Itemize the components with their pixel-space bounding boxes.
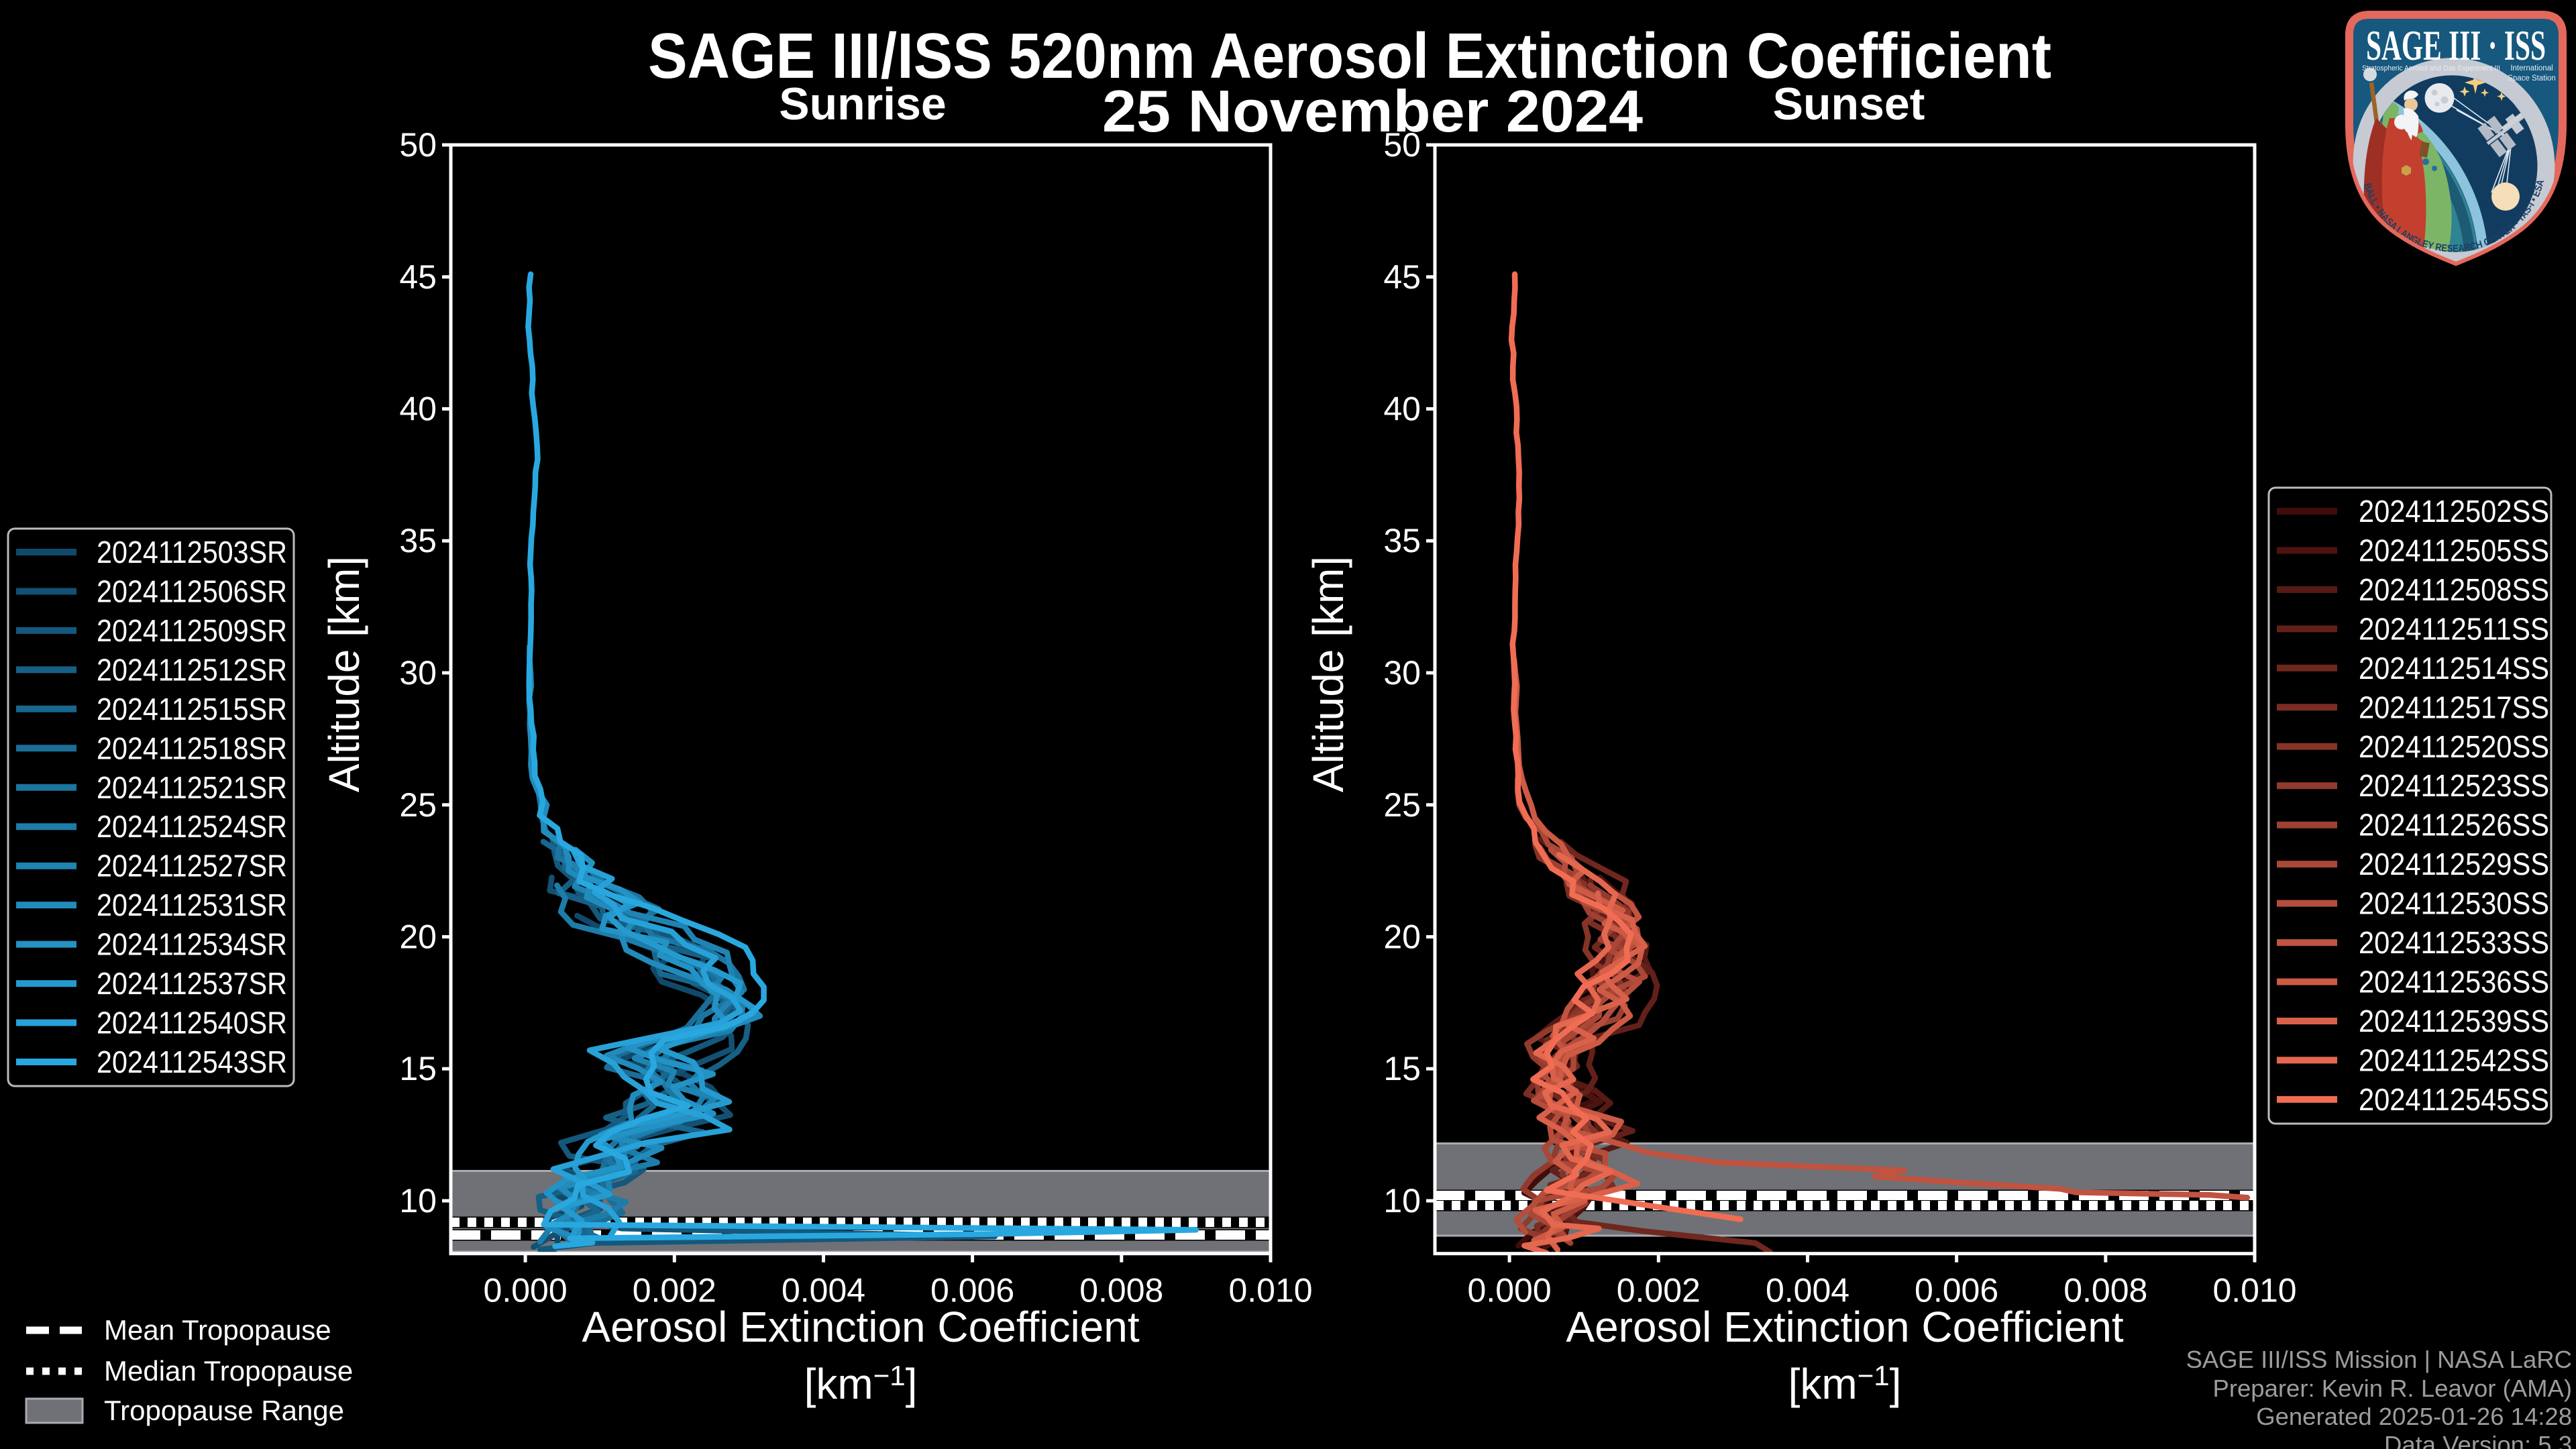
- svg-text:Aerosol Extinction Coefficient: Aerosol Extinction Coefficient: [1566, 1303, 2123, 1351]
- svg-text:2024112537SR: 2024112537SR: [97, 966, 287, 1001]
- svg-text:Space Station: Space Station: [2508, 74, 2556, 83]
- svg-text:Tropopause Range: Tropopause Range: [104, 1395, 344, 1426]
- svg-text:Mean Tropopause: Mean Tropopause: [104, 1314, 331, 1346]
- svg-text:0.006: 0.006: [1915, 1272, 1998, 1309]
- svg-text:Altitude [km]: Altitude [km]: [1304, 556, 1352, 792]
- svg-text:2024112515SR: 2024112515SR: [97, 692, 287, 727]
- svg-text:45: 45: [1383, 258, 1421, 296]
- svg-text:2024112506SR: 2024112506SR: [97, 574, 287, 609]
- svg-text:0.004: 0.004: [1766, 1272, 1849, 1309]
- svg-text:2024112502SS: 2024112502SS: [2359, 494, 2549, 529]
- svg-text:30: 30: [1383, 654, 1421, 692]
- svg-text:2024112518SR: 2024112518SR: [97, 731, 287, 765]
- svg-text:Altitude [km]: Altitude [km]: [320, 556, 368, 792]
- svg-text:0.006: 0.006: [930, 1272, 1014, 1309]
- svg-text:25: 25: [399, 786, 437, 824]
- svg-text:2024112543SR: 2024112543SR: [97, 1044, 287, 1079]
- svg-text:2024112511SS: 2024112511SS: [2359, 611, 2549, 646]
- svg-text:2024112530SS: 2024112530SS: [2359, 886, 2549, 921]
- svg-text:0.002: 0.002: [633, 1272, 716, 1309]
- svg-text:SAGE III · ISS: SAGE III · ISS: [2366, 21, 2546, 69]
- svg-text:2024112509SR: 2024112509SR: [97, 613, 287, 648]
- svg-text:2024112503SR: 2024112503SR: [97, 535, 287, 570]
- svg-text:2024112534SR: 2024112534SR: [97, 927, 287, 962]
- svg-text:2024112536SS: 2024112536SS: [2359, 965, 2549, 1000]
- svg-text:2024112527SR: 2024112527SR: [97, 849, 287, 883]
- svg-text:2024112517SS: 2024112517SS: [2359, 690, 2549, 724]
- svg-text:0.008: 0.008: [2063, 1272, 2147, 1309]
- svg-text:SAGE III/ISS Mission | NASA La: SAGE III/ISS Mission | NASA LaRC: [2186, 1346, 2572, 1373]
- svg-text:Aerosol Extinction Coefficient: Aerosol Extinction Coefficient: [582, 1303, 1139, 1351]
- svg-text:[km−1]: [km−1]: [1788, 1360, 1902, 1408]
- svg-text:20: 20: [1383, 918, 1421, 956]
- svg-text:2024112533SS: 2024112533SS: [2359, 925, 2549, 960]
- svg-text:15: 15: [399, 1050, 437, 1087]
- svg-text:Preparer: Kevin R. Leavor (AMA: Preparer: Kevin R. Leavor (AMA): [2212, 1375, 2572, 1402]
- svg-text:International: International: [2510, 64, 2553, 72]
- svg-text:45: 45: [399, 258, 437, 296]
- svg-text:0.008: 0.008: [1079, 1272, 1163, 1309]
- svg-text:0.010: 0.010: [1228, 1272, 1312, 1309]
- svg-text:30: 30: [399, 654, 437, 692]
- svg-text:2024112523SS: 2024112523SS: [2359, 768, 2549, 803]
- svg-text:15: 15: [1383, 1050, 1421, 1087]
- svg-text:2024112539SS: 2024112539SS: [2359, 1004, 2549, 1038]
- svg-text:35: 35: [1383, 522, 1421, 559]
- svg-text:2024112531SR: 2024112531SR: [97, 888, 287, 922]
- svg-text:40: 40: [1383, 390, 1421, 428]
- svg-text:Sunset: Sunset: [1773, 78, 1925, 129]
- svg-text:2024112508SS: 2024112508SS: [2359, 572, 2549, 607]
- svg-text:2024112514SS: 2024112514SS: [2359, 651, 2549, 686]
- svg-text:2024112529SS: 2024112529SS: [2359, 847, 2549, 881]
- svg-text:35: 35: [399, 522, 437, 559]
- svg-text:Data Version: 5.3: Data Version: 5.3: [2384, 1431, 2572, 1449]
- svg-text:Median Tropopause: Median Tropopause: [104, 1355, 353, 1387]
- svg-text:0.000: 0.000: [1468, 1272, 1552, 1309]
- svg-text:10: 10: [1383, 1182, 1421, 1220]
- svg-text:Stratospheric Aerosol and Gas: Stratospheric Aerosol and Gas Experiment…: [2362, 64, 2500, 72]
- svg-text:25: 25: [1383, 786, 1421, 824]
- svg-text:SAGE III/ISS 520nm Aerosol Ext: SAGE III/ISS 520nm Aerosol Extinction Co…: [648, 20, 2051, 92]
- svg-text:2024112520SS: 2024112520SS: [2359, 729, 2549, 764]
- svg-text:0.000: 0.000: [484, 1272, 568, 1309]
- svg-text:Generated 2025-01-26 14:28: Generated 2025-01-26 14:28: [2256, 1403, 2572, 1430]
- svg-text:Sunrise: Sunrise: [779, 78, 946, 129]
- svg-text:2024112545SS: 2024112545SS: [2359, 1082, 2549, 1117]
- svg-text:0.002: 0.002: [1617, 1272, 1701, 1309]
- svg-text:2024112540SR: 2024112540SR: [97, 1006, 287, 1040]
- svg-text:20: 20: [399, 918, 437, 956]
- svg-text:25 November 2024: 25 November 2024: [1102, 78, 1643, 144]
- svg-text:0.004: 0.004: [782, 1272, 865, 1309]
- svg-text:2024112521SR: 2024112521SR: [97, 770, 287, 805]
- svg-text:50: 50: [399, 126, 437, 164]
- svg-text:2024112505SS: 2024112505SS: [2359, 533, 2549, 568]
- svg-text:10: 10: [399, 1182, 437, 1220]
- svg-text:2024112526SS: 2024112526SS: [2359, 808, 2549, 843]
- svg-text:40: 40: [399, 390, 437, 428]
- svg-text:0.010: 0.010: [2212, 1272, 2296, 1309]
- svg-text:50: 50: [1383, 126, 1421, 164]
- svg-text:2024112542SS: 2024112542SS: [2359, 1042, 2549, 1077]
- svg-text:2024112524SR: 2024112524SR: [97, 809, 287, 844]
- svg-text:2024112512SR: 2024112512SR: [97, 652, 287, 687]
